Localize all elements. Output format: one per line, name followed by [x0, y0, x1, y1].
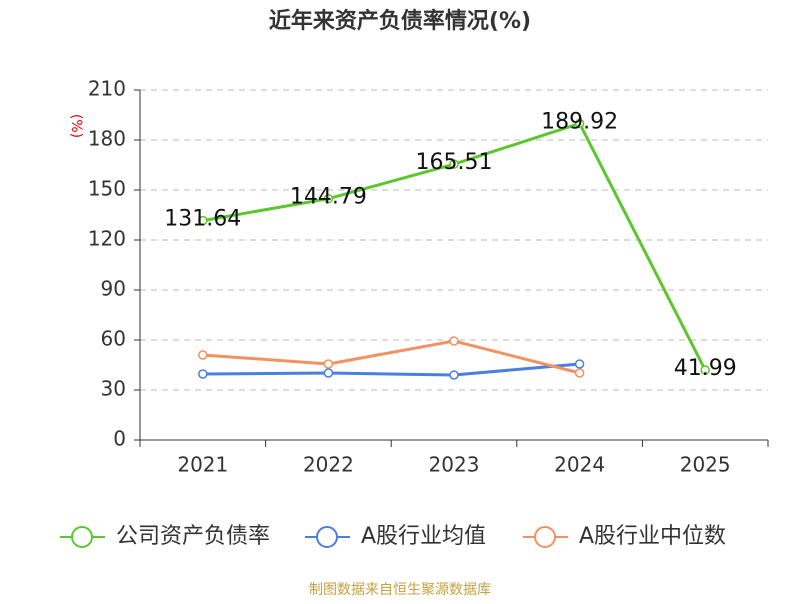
legend-marker [534, 526, 556, 548]
series-line [202, 362, 580, 377]
y-tick-label: 120 [88, 227, 126, 251]
data-label: 41.99 [674, 356, 737, 381]
point [449, 336, 459, 346]
point [198, 350, 208, 360]
point [449, 159, 459, 169]
x-tick-label: 2025 [680, 453, 731, 477]
point [198, 369, 208, 379]
x-tick-label: 2024 [554, 453, 605, 477]
legend-label: 公司资产负债率 [116, 524, 270, 549]
y-tick-label: 150 [88, 177, 126, 201]
point [323, 193, 334, 204]
point [198, 215, 208, 226]
legend-label: A股行业中位数 [579, 524, 726, 549]
data-label: 131.64 [164, 207, 241, 232]
x-tick-label: 2021 [177, 453, 228, 477]
y-tick-label: 60 [101, 327, 126, 351]
data-label: 165.51 [416, 150, 493, 175]
series-line [202, 339, 580, 375]
point [323, 359, 334, 369]
chart-title: 近年来资产负债率情况(%) [269, 8, 531, 34]
y-axis-label: (%) [68, 114, 84, 138]
x-tick-label: 2022 [303, 453, 354, 477]
y-tick-label: 90 [101, 277, 126, 301]
point [449, 370, 459, 380]
point [323, 368, 334, 378]
x-tick-label: 2023 [429, 453, 480, 477]
point [700, 365, 710, 375]
legend-marker [71, 526, 93, 548]
data-label: 189.92 [541, 109, 618, 134]
point [574, 118, 585, 129]
point [574, 368, 585, 378]
legend-marker [316, 526, 338, 548]
legend-label: A股行业均值 [361, 524, 486, 549]
source-note: 制图数据来自恒生聚源数据库 [309, 582, 491, 598]
y-tick-label: 0 [113, 427, 126, 451]
y-tick-label: 30 [101, 377, 126, 401]
data-label: 144.79 [290, 185, 367, 210]
point [574, 359, 585, 369]
y-tick-label: 180 [88, 127, 126, 151]
y-tick-label: 210 [88, 77, 126, 101]
